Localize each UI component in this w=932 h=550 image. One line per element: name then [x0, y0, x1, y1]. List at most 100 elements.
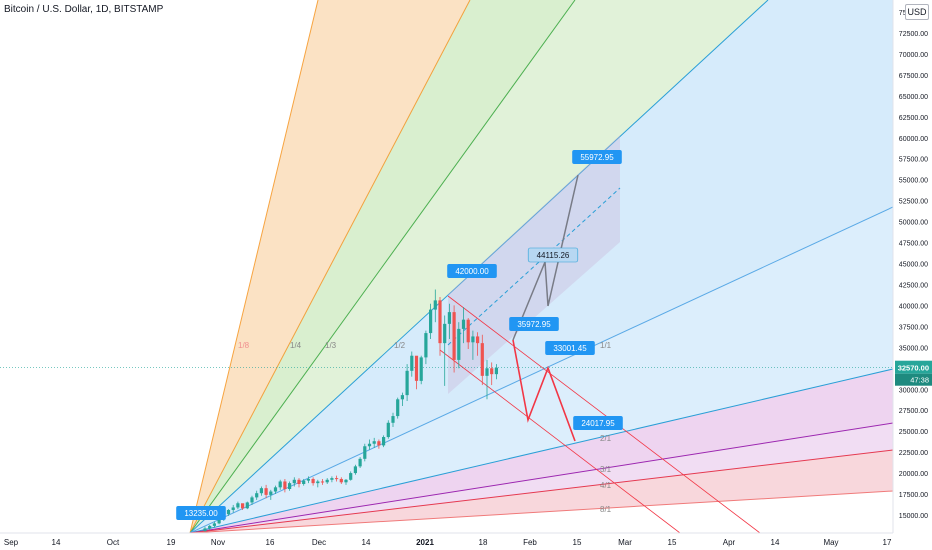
projection-up-path: [512, 174, 579, 341]
candle-body: [344, 479, 348, 483]
candle-body: [358, 458, 362, 467]
y-tick-label: 67500.00: [899, 73, 928, 80]
x-tick-label: 14: [771, 538, 780, 547]
fan-label: 1/3: [325, 341, 337, 350]
candle-body: [203, 528, 207, 531]
candle-body: [353, 466, 357, 474]
candle-body: [212, 523, 216, 526]
candle-body: [330, 478, 334, 480]
y-tick-label: 27500.00: [899, 408, 928, 415]
x-tick-label: 18: [479, 538, 488, 547]
candle-body: [311, 478, 315, 484]
time-axis-bg: [0, 533, 932, 550]
candle-body: [278, 481, 282, 488]
fan-line-8-1: [189, 490, 893, 533]
candle-body: [424, 333, 428, 358]
label-peak: 42000.00: [455, 267, 489, 276]
candle-body: [273, 487, 278, 492]
candle-body: [339, 478, 343, 483]
x-tick-label: 14: [52, 538, 61, 547]
candle-body: [391, 416, 395, 423]
candle-body: [363, 446, 367, 459]
candle-body: [335, 478, 339, 480]
candle-body: [457, 328, 461, 360]
candle-body: [410, 355, 414, 371]
y-tick-label: 37500.00: [899, 324, 928, 331]
label-mid-down-box: [545, 341, 595, 355]
fan-label: 4/1: [600, 481, 612, 490]
symbol-title[interactable]: Bitcoin / U.S. Dollar, 1D, BITSTAMP: [4, 4, 164, 15]
y-tick-label: 40000.00: [899, 303, 928, 310]
candle-body: [485, 368, 489, 376]
fan-line-2-1: [189, 368, 893, 533]
candle-body: [302, 480, 306, 484]
y-tick-label: 30000.00: [899, 387, 928, 394]
countdown-label: 47:38: [910, 376, 929, 385]
y-tick-label: 17500.00: [899, 492, 928, 499]
x-tick-label: 2021: [416, 538, 434, 547]
fan-line-1-4: [189, 0, 471, 533]
candle-body: [367, 443, 372, 447]
channel-midline: [447, 187, 621, 346]
candle-body: [396, 399, 400, 417]
x-tick-label: Mar: [618, 538, 632, 547]
candle-body: [443, 323, 447, 344]
fan-label: 3/1: [600, 465, 612, 474]
fan-label: 1/8: [238, 341, 250, 350]
candle-body: [405, 370, 409, 396]
label-mid-up: 44115.26: [537, 251, 570, 260]
countdown-tag: [895, 373, 932, 386]
candle-body: [400, 395, 404, 400]
label-peak-box: [447, 264, 497, 278]
fan-zone-1-2: [190, 0, 893, 533]
label-target-down-box: [573, 416, 623, 430]
price-axis-bg: [893, 0, 932, 550]
y-tick-label: 52500.00: [899, 199, 928, 206]
fan-line-1-8: [189, 0, 319, 533]
candle-body: [414, 355, 419, 381]
fan-line-4-1: [189, 449, 893, 533]
candle-body: [236, 503, 240, 508]
candle-body: [476, 336, 480, 344]
y-tick-label: 55000.00: [899, 178, 928, 185]
candle-body: [452, 312, 456, 360]
label-target-up: 55972.95: [580, 153, 614, 162]
candle-body: [264, 488, 268, 495]
fan-line-1-3: [189, 0, 576, 533]
x-tick-label: Nov: [211, 538, 225, 547]
y-tick-label: 35000.00: [899, 345, 928, 352]
label-target-up-box: [572, 150, 622, 164]
x-tick-label: Feb: [523, 538, 537, 547]
candle-body: [461, 319, 466, 329]
candle-body: [269, 491, 273, 495]
candle-body: [490, 368, 494, 375]
fan-label: 1/2: [394, 341, 406, 350]
label-mid-level: 35972.95: [517, 320, 551, 329]
candle-body: [349, 473, 353, 480]
candle-body: [320, 481, 325, 483]
x-tick-label: 15: [573, 538, 582, 547]
x-tick-label: Sep: [4, 538, 19, 547]
candle-body: [377, 441, 381, 446]
label-mid-down: 33001.45: [553, 344, 587, 353]
candle-body: [480, 343, 484, 376]
projection-channel: [448, 135, 620, 394]
fan-line-1-1: [189, 206, 893, 533]
fan-label: 1/1: [600, 341, 612, 350]
y-tick-label: 45000.00: [899, 262, 928, 269]
y-tick-label: 57500.00: [899, 157, 928, 164]
candle-body: [306, 478, 310, 481]
currency-badge[interactable]: USD: [905, 4, 929, 20]
label-anchor: 13235.00: [184, 509, 218, 518]
last-price-tag: [895, 360, 932, 374]
projection-down-path: [512, 339, 576, 442]
label-target-down: 24017.95: [581, 419, 615, 428]
candle-body: [466, 319, 470, 343]
candle-body: [255, 493, 259, 498]
candle-body: [208, 525, 212, 529]
y-tick-label: 72500.00: [899, 31, 928, 38]
label-mid-up-box: [527, 247, 579, 263]
y-tick-label: 25000.00: [899, 429, 928, 436]
x-tick-label: 14: [362, 538, 371, 547]
candle-body: [297, 479, 301, 484]
